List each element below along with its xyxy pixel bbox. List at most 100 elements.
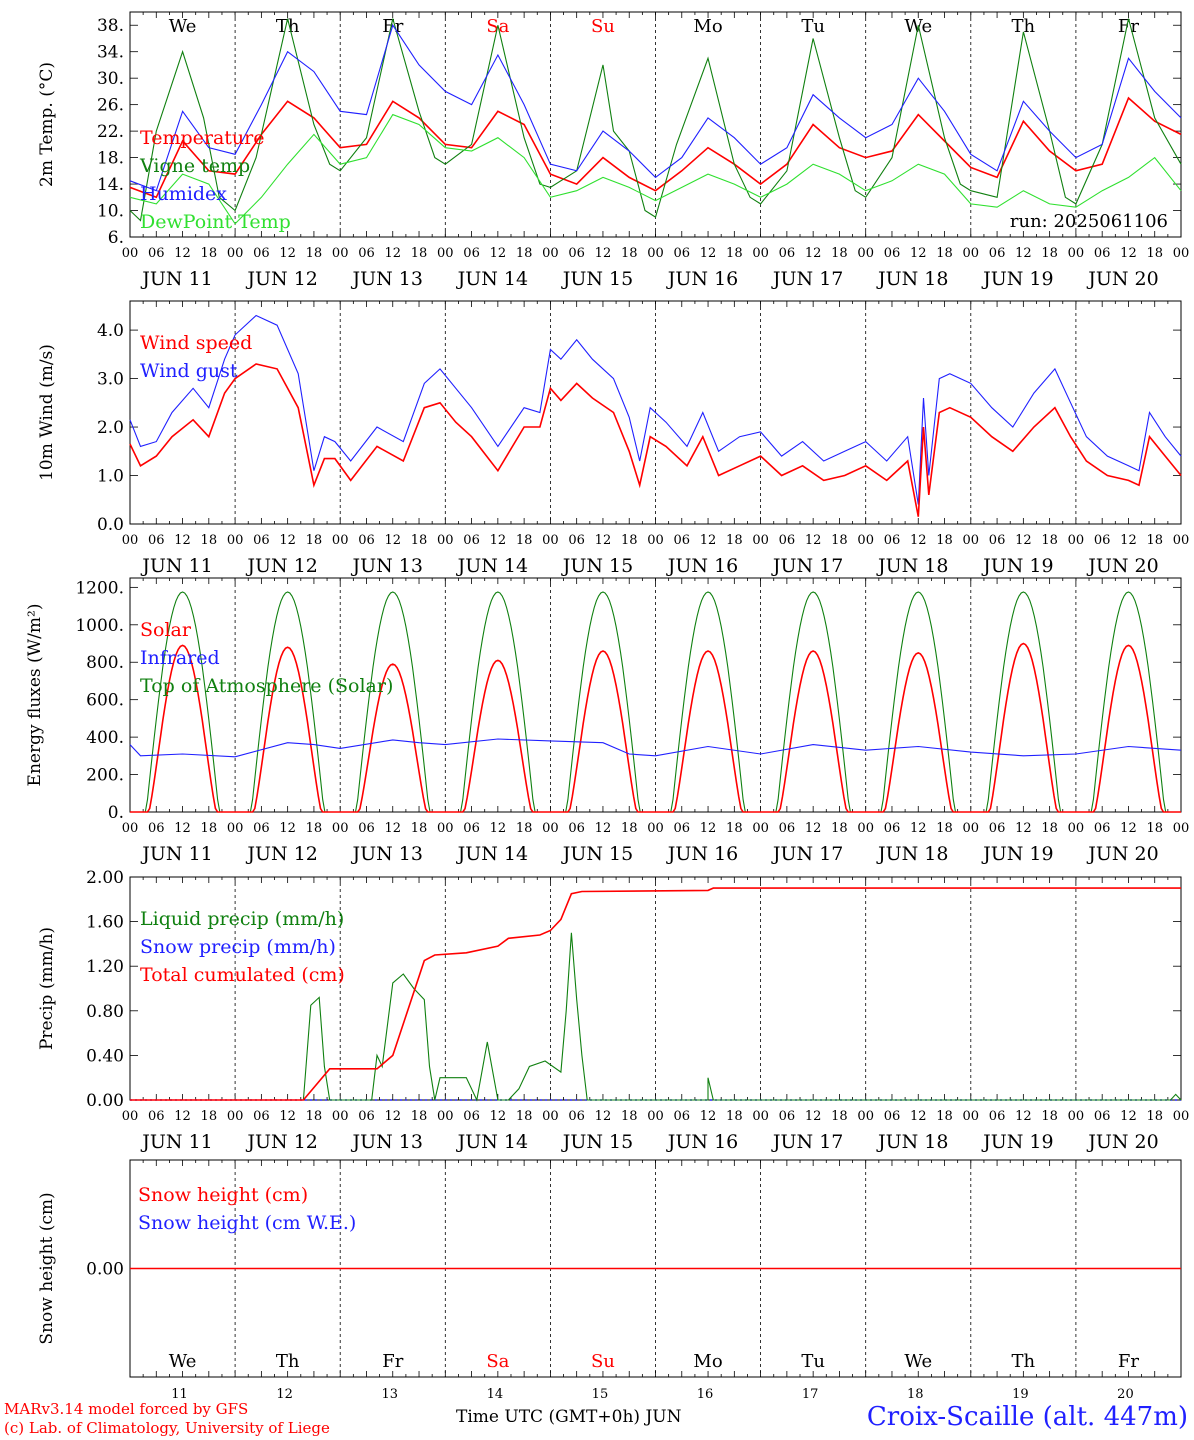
hour-tick-label: 12 [910,246,927,261]
hour-tick-label: 18 [831,533,848,548]
hour-tick-label: 06 [884,246,901,261]
hour-tick-label: 06 [884,821,901,836]
hour-tick-label: 18 [1146,1109,1163,1124]
weekday-label: Mo [693,16,722,37]
y-tick-label: 38. [97,16,124,36]
hour-tick-label: 00 [227,821,244,836]
date-label: JUN 15 [561,843,633,865]
y-tick-label: 34. [97,43,124,63]
hour-tick-label: 12 [595,1109,612,1124]
y-tick-label: 400. [86,728,124,748]
plot-frame-0 [129,11,1182,238]
hour-tick-label: 18 [411,1109,428,1124]
hour-tick-label: 18 [201,1109,218,1124]
legend-entry: Total cumulated (cm) [140,964,345,986]
hour-tick-label: 00 [1173,1109,1190,1124]
hour-tick-label: 18 [1146,246,1163,261]
hour-tick-label: 12 [595,821,612,836]
hour-tick-label: 18 [936,1109,953,1124]
date-label: JUN 12 [245,1131,317,1153]
date-label: JUN 18 [876,843,948,865]
legend-entry: Temperature [140,127,264,149]
y-tick-label: 26. [97,96,124,116]
weekday-label: Tu [801,1351,825,1372]
hour-tick-label: 12 [384,246,401,261]
hour-tick-label: 00 [647,1109,664,1124]
date-label: JUN 12 [245,843,317,865]
hour-tick-label: 00 [1068,533,1085,548]
hour-tick-label: 12 [279,246,296,261]
hour-tick-label: 12 [910,821,927,836]
hour-tick-label: 18 [936,246,953,261]
y-axis-label: 10m Wind (m/s) [37,344,57,481]
hour-tick-label: 12 [805,533,822,548]
hour-tick-label: 18 [516,1109,533,1124]
hour-tick-label: 06 [148,821,165,836]
hour-tick-label: 00 [1173,821,1190,836]
hour-tick-label: 12 [1120,1109,1137,1124]
hour-tick-label: 06 [463,1109,480,1124]
legend-entry: Wind speed [140,332,252,354]
hour-tick-label: 00 [227,533,244,548]
hour-tick-label: 06 [148,1109,165,1124]
y-tick-label: 0.00 [86,1260,124,1280]
y-tick-label: 3.0 [97,370,124,390]
date-label: JUN 20 [1086,1131,1158,1153]
hour-tick-label: 06 [358,246,375,261]
weekday-label: Fr [382,1351,403,1372]
date-label: JUN 19 [981,843,1053,865]
hour-tick-label: 12 [174,246,191,261]
hour-tick-label: 18 [516,821,533,836]
hour-tick-label: 18 [621,246,638,261]
date-label: JUN 14 [456,555,528,577]
weekday-label: Th [276,1351,300,1372]
hour-tick-label: 12 [490,1109,507,1124]
hour-tick-label: 00 [752,821,769,836]
legend-entry: DewPoint Temp [140,211,291,233]
hour-tick-label: 00 [122,533,139,548]
weekday-label: Fr [1118,16,1139,37]
weekday-label: Th [276,16,300,37]
hour-tick-label: 00 [542,533,559,548]
hour-tick-label: 00 [122,1109,139,1124]
y-tick-label: 6. [108,228,124,248]
hour-tick-label: 18 [306,821,323,836]
date-label: JUN 16 [666,843,738,865]
series-line [129,738,1182,758]
hour-tick-label: 18 [1146,533,1163,548]
legend-entry: Wind gust [140,360,238,382]
y-tick-label: 10. [97,202,124,222]
hour-tick-label: 18 [621,821,638,836]
hour-tick-label: 00 [122,246,139,261]
hour-tick-label: 12 [1120,246,1137,261]
legend-entry: Vigne temp [139,155,250,177]
y-tick-label: 200. [86,766,124,786]
y-tick-label: 1.60 [86,913,124,933]
day-number-label: 11 [171,1387,188,1402]
hour-tick-label: 06 [148,246,165,261]
series-line [130,887,1181,1101]
date-label: JUN 16 [666,1131,738,1153]
date-label: JUN 14 [456,843,528,865]
y-tick-label: 0.80 [86,1002,124,1022]
hour-tick-label: 12 [384,1109,401,1124]
x-axis-title: Time UTC (GMT+0h) JUN [456,1407,682,1427]
hour-tick-label: 00 [437,821,454,836]
hour-tick-label: 12 [490,533,507,548]
hour-tick-label: 00 [963,533,980,548]
series-line [129,113,1182,225]
legend-entry: Infrared [140,647,220,669]
day-number-label: 15 [592,1387,609,1402]
hour-tick-label: 00 [227,1109,244,1124]
day-number-label: 13 [381,1387,398,1402]
date-label: JUN 15 [561,1131,633,1153]
hour-tick-label: 00 [647,533,664,548]
lab-credit: (c) Lab. of Climatology, University of L… [4,1419,330,1437]
hour-tick-label: 12 [174,533,191,548]
hour-tick-label: 06 [253,1109,270,1124]
date-label: JUN 18 [876,268,948,290]
series-line [129,96,1182,199]
hour-tick-label: 06 [884,533,901,548]
hour-tick-label: 06 [253,246,270,261]
hour-tick-label: 18 [306,246,323,261]
